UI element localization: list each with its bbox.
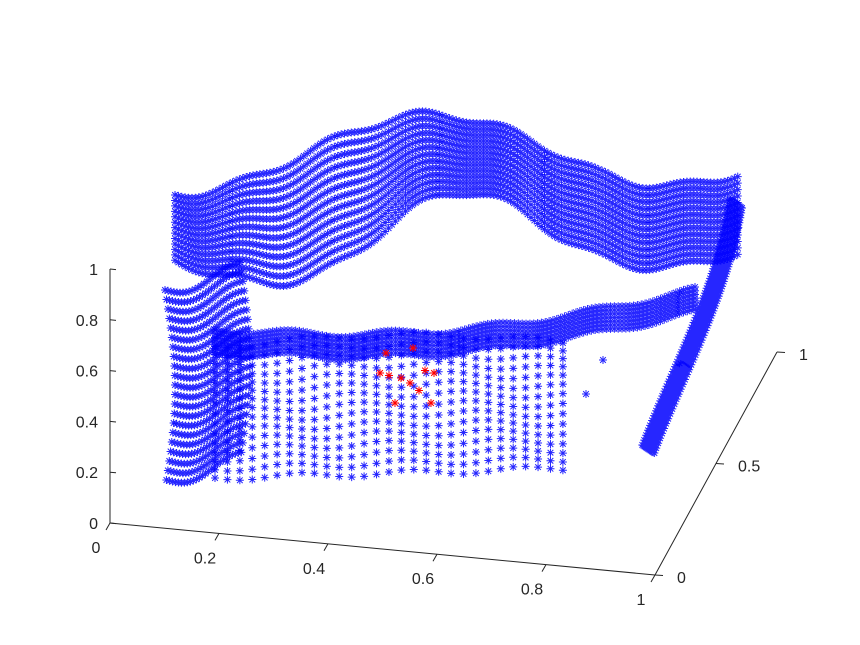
z-tick-mark [109,522,117,525]
highlighted-point [385,371,393,380]
surface-points-chunk [540,148,651,275]
y-tick-label: 1 [799,347,808,364]
x-tick-mark [214,533,220,541]
x-tick-mark [541,564,547,572]
y-tick-mark [776,351,786,353]
z-tick-label: 0.6 [76,364,98,381]
surface-points-chunk [225,132,339,290]
highlighted-point [382,349,390,357]
highlighted-point [430,369,438,377]
x-tick-label: 0.2 [194,550,216,567]
z-tick-label: 0 [89,516,98,533]
z-tick-mark [109,370,117,372]
highlighted-point [409,344,417,352]
z-tick-label: 1 [89,262,98,279]
highlighted-point [406,379,414,387]
z-tick-mark [109,420,117,423]
highlighted-point [421,366,429,375]
x-tick-mark [323,543,329,552]
x-tick-mark [650,574,656,583]
z-ticks: 0 0.2 0.4 0.6 0.8 1 [76,262,117,533]
z-tick-mark [109,319,117,321]
axes: 00.20.40.60.81 00.20.40.60.81 00.51 [76,262,808,609]
y-tick-label: 0.5 [738,459,760,476]
highlighted-point [376,369,384,377]
y-tick-mark [654,574,664,576]
highlighted-point [427,399,435,407]
surface-points-chunk [673,196,746,369]
highlighted-point [397,374,405,382]
surface-points-chunk [162,179,253,487]
x-ticks: 0 0.2 0.4 0.6 0.8 1 [92,522,656,609]
highlighted-point-series [376,344,438,407]
surface-points-chunk [582,356,694,457]
x-tick-label: 1 [637,592,646,609]
x-tick-label: 0.8 [521,582,543,599]
surface-points-chunk [330,107,444,266]
x-tick-label: 0.4 [303,561,325,578]
y-ticks: 00.51 [654,347,808,587]
x-tick-label: 0 [92,540,101,557]
surface-points-chunk [456,287,684,358]
highlighted-point [391,399,399,407]
x-tick-mark [105,522,111,531]
x-tick-mark [432,553,438,562]
surface-points-chunk [435,111,549,231]
z-tick-label: 0.4 [76,414,98,431]
surface-point-cloud [161,107,746,487]
highlighted-point [415,386,423,395]
z-tick-label: 0.2 [76,465,98,482]
x-axis-line [109,522,656,576]
z-tick-mark [109,471,117,474]
z-tick-label: 0.8 [76,313,98,330]
y-tick-mark [715,463,725,465]
surface-points-chunk [234,326,461,364]
z-tick-mark [109,268,117,271]
x-tick-label: 0.6 [412,571,434,588]
y-tick-label: 0 [677,570,686,587]
